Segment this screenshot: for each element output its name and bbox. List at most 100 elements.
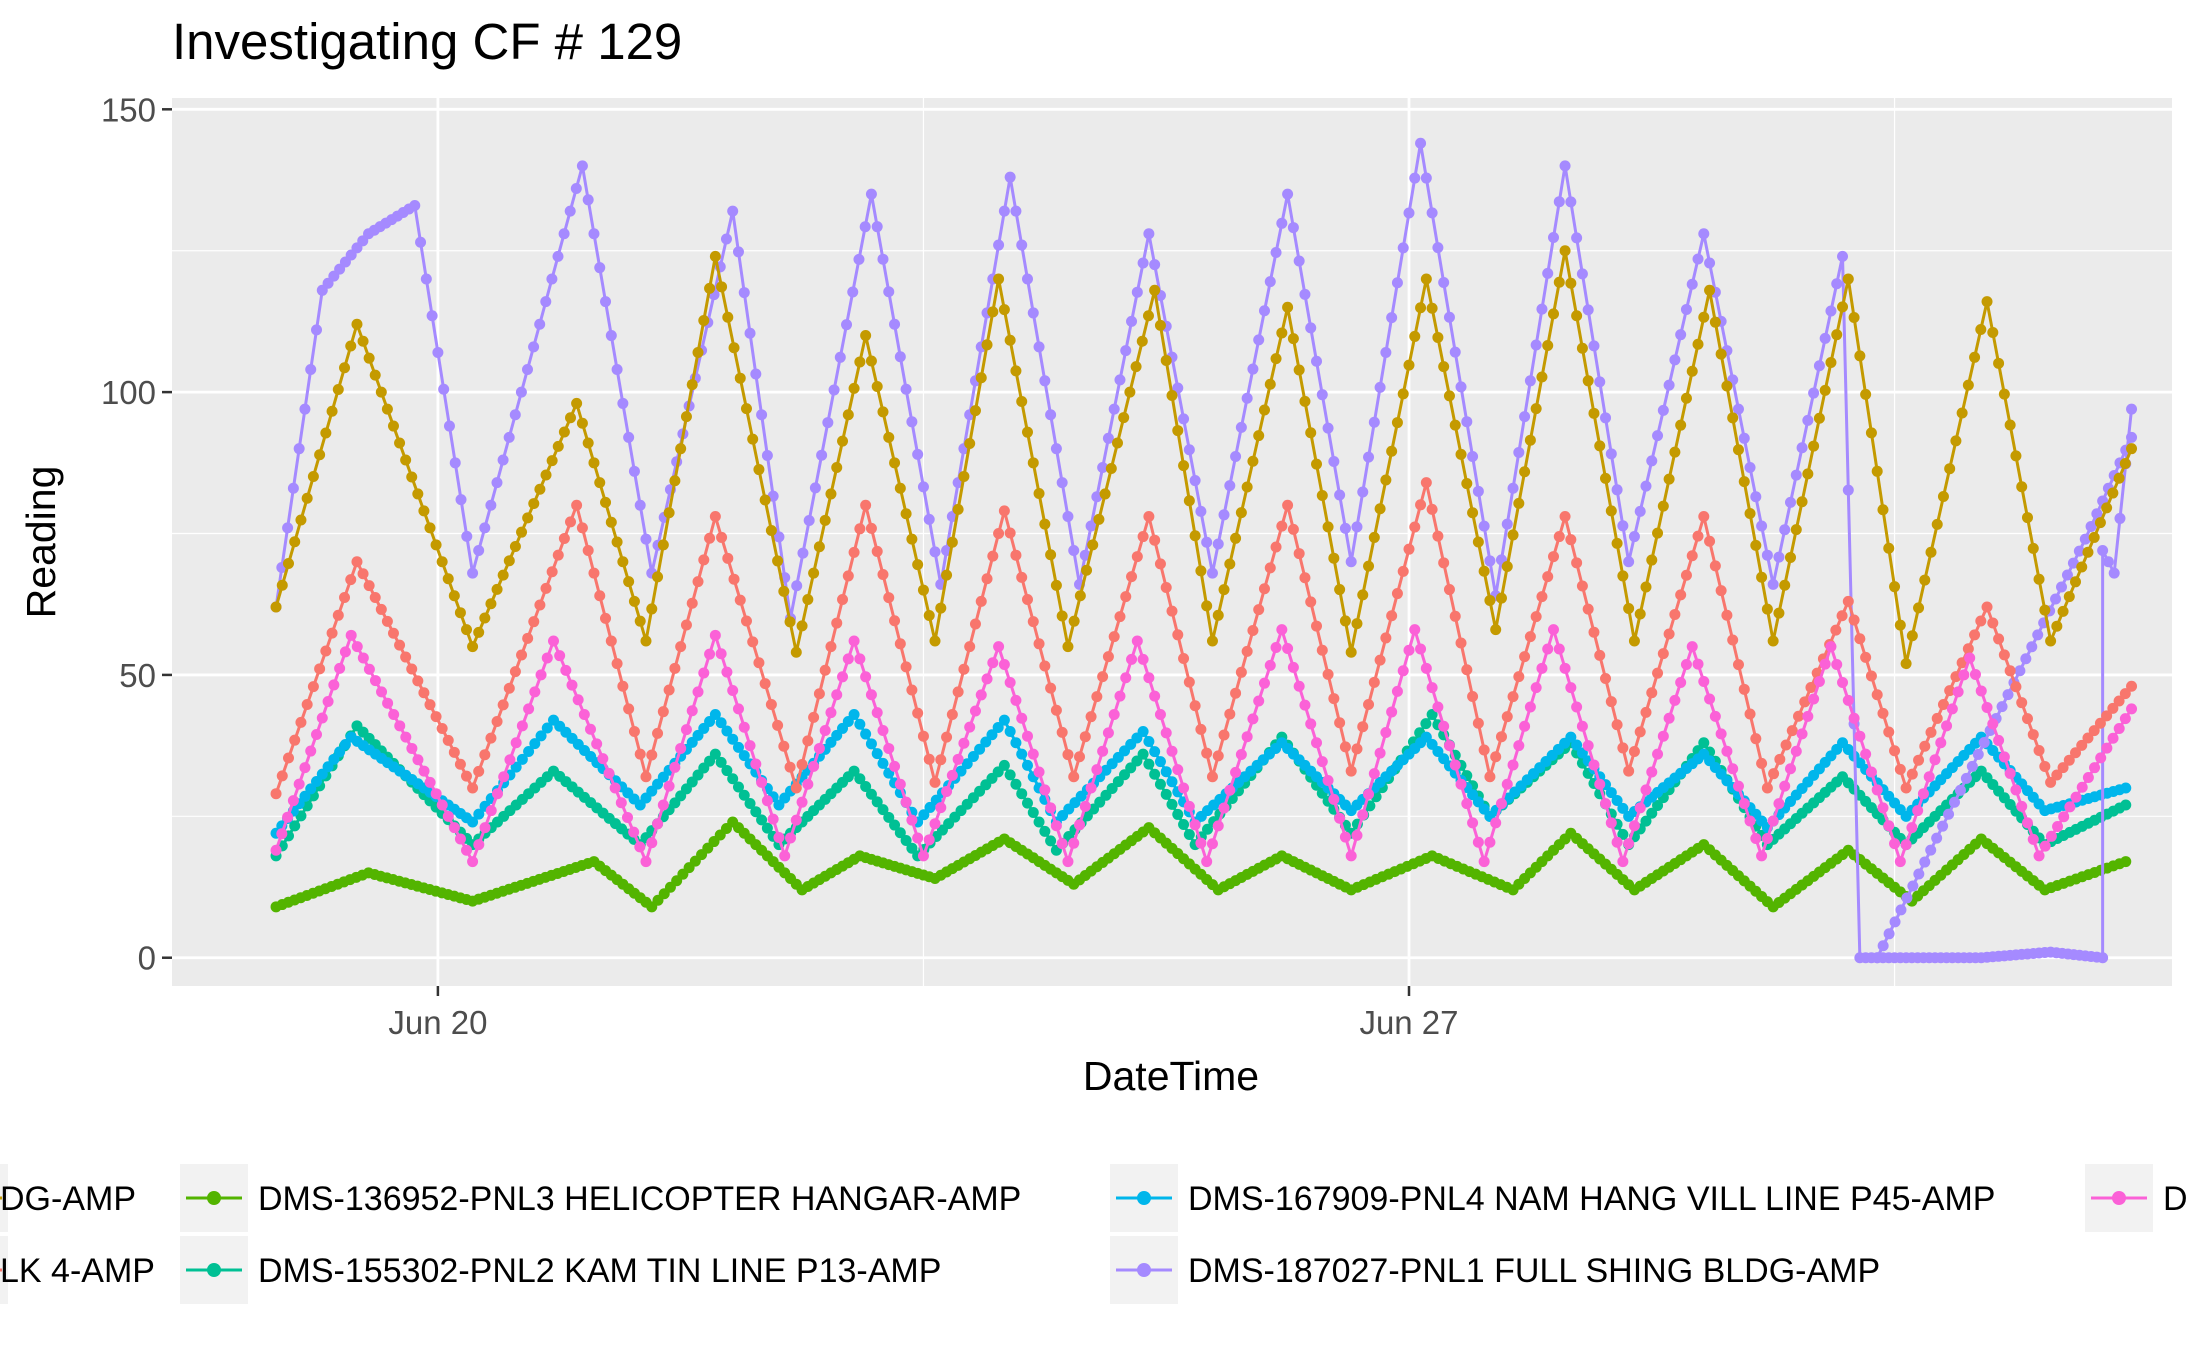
series-point — [790, 646, 802, 658]
series-point — [270, 844, 282, 856]
series-point — [975, 372, 987, 384]
series-point — [2058, 811, 2070, 823]
series-point — [1467, 507, 1479, 519]
series-point — [1917, 788, 1929, 800]
series-point — [652, 818, 664, 830]
series-point — [1010, 737, 1022, 749]
series-point — [1900, 839, 1912, 851]
series-point — [1235, 749, 1247, 761]
series-point — [289, 734, 301, 746]
series-point — [663, 684, 675, 696]
series-point — [802, 735, 814, 747]
series-point — [534, 483, 546, 495]
series-point — [720, 233, 732, 245]
series-point — [1432, 701, 1444, 713]
series-point — [301, 699, 313, 711]
series-point — [728, 342, 740, 354]
series-point — [993, 273, 1005, 285]
series-0 — [270, 816, 2132, 913]
series-point — [1877, 940, 1889, 952]
series-point — [1415, 643, 1427, 655]
series-point — [1282, 643, 1294, 655]
series-point — [686, 379, 698, 391]
series-point — [1901, 892, 1913, 904]
series-point — [900, 834, 912, 846]
series-point — [1553, 531, 1565, 543]
series-point — [1490, 751, 1502, 763]
series-point — [1189, 530, 1201, 542]
series-point — [1871, 784, 1883, 796]
series-point — [738, 287, 750, 299]
series-point — [2027, 729, 2039, 741]
series-point — [1021, 594, 1033, 606]
series-point — [394, 437, 406, 449]
series-point — [692, 347, 704, 359]
series-point — [1704, 257, 1716, 269]
series-point — [675, 742, 687, 754]
series-point — [1721, 745, 1733, 757]
series-point — [709, 629, 721, 641]
series-point — [369, 592, 381, 604]
series-point — [1962, 643, 1974, 655]
series-point — [929, 546, 941, 558]
series-point — [1212, 609, 1224, 621]
series-point — [1501, 561, 1513, 573]
series-point — [917, 481, 929, 493]
series-point — [1027, 748, 1039, 760]
series-point — [558, 228, 570, 240]
series-point — [1756, 520, 1768, 532]
series-point — [797, 547, 809, 559]
series-point — [828, 384, 840, 396]
series-point — [552, 440, 564, 452]
series-point — [1426, 709, 1438, 721]
series-point — [485, 805, 497, 817]
series-point — [1709, 316, 1721, 328]
series-point — [1351, 618, 1363, 630]
series-point — [969, 618, 981, 630]
series-point — [952, 753, 964, 765]
series-point — [2126, 403, 2138, 415]
series-point — [727, 684, 739, 696]
series-point — [698, 554, 710, 566]
series-point — [1282, 301, 1294, 313]
series-point — [1548, 624, 1560, 636]
series-point — [2079, 533, 2091, 545]
series-point — [1345, 765, 1357, 777]
series-point — [791, 580, 803, 592]
series-point — [961, 758, 973, 770]
series-point — [1050, 443, 1062, 455]
series-point — [1634, 802, 1646, 814]
series-point — [2076, 781, 2088, 793]
series-point — [1154, 319, 1166, 331]
series-point — [1050, 579, 1062, 591]
series-point — [1111, 437, 1123, 449]
series-point — [704, 648, 716, 660]
series-point — [1455, 637, 1467, 649]
series-point — [1016, 788, 1028, 800]
legend-item: LK 4-AMP — [0, 1236, 155, 1304]
series-point — [1131, 551, 1143, 563]
series-point — [382, 697, 394, 709]
series-point — [418, 505, 430, 517]
series-point — [675, 443, 687, 455]
series-point — [1646, 807, 1658, 819]
series-point — [1160, 788, 1172, 800]
series-point — [865, 738, 877, 750]
series-point — [1409, 172, 1421, 184]
series-point — [1357, 721, 1369, 733]
series-point — [1900, 782, 1912, 794]
series-point — [854, 718, 866, 730]
series-point — [1536, 303, 1548, 315]
series-point — [1877, 504, 1889, 516]
legend-label: DMS-187027-PNL1 FULL SHING BLDG-AMP — [1188, 1252, 1880, 1290]
series-point — [975, 689, 987, 701]
series-point — [1056, 610, 1068, 622]
y-axis-title: Reading — [18, 466, 64, 619]
series-point — [509, 666, 521, 678]
series-point — [727, 205, 739, 217]
series-point — [461, 844, 473, 856]
series-point — [2126, 680, 2138, 692]
series-point — [1322, 521, 1334, 533]
legend-item: D — [2085, 1164, 2187, 1232]
series-point — [1102, 432, 1114, 444]
